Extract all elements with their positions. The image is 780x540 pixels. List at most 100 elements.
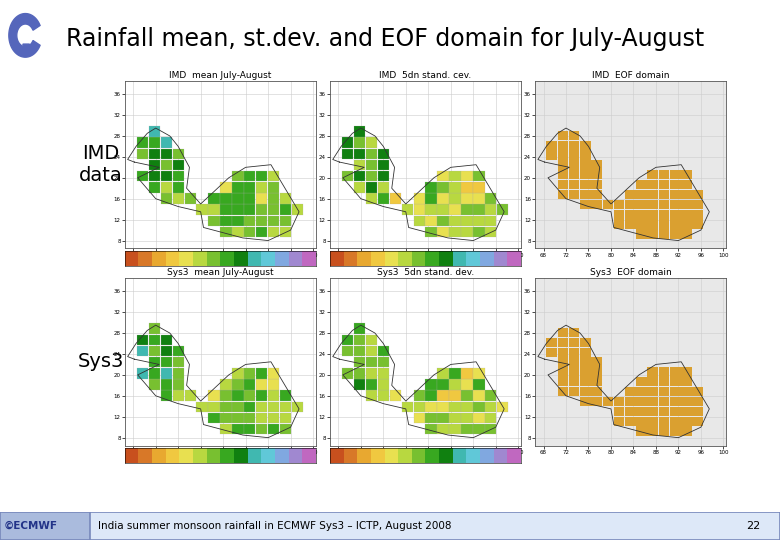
Bar bbox=[647, 387, 658, 396]
Bar bbox=[149, 357, 160, 367]
Bar bbox=[208, 402, 220, 412]
Bar bbox=[280, 424, 291, 434]
Bar bbox=[449, 379, 461, 390]
Bar bbox=[659, 180, 669, 190]
Bar bbox=[268, 413, 279, 423]
Bar bbox=[473, 193, 484, 204]
Bar bbox=[244, 424, 256, 434]
Bar bbox=[221, 182, 232, 193]
Bar bbox=[625, 407, 636, 416]
Bar bbox=[681, 180, 692, 190]
Bar bbox=[185, 193, 196, 204]
Bar bbox=[438, 368, 448, 379]
Bar bbox=[221, 390, 232, 401]
Bar bbox=[558, 367, 568, 376]
Bar bbox=[378, 390, 389, 401]
Bar bbox=[378, 368, 389, 379]
Bar bbox=[426, 215, 437, 226]
Bar bbox=[438, 227, 448, 237]
Bar bbox=[172, 193, 184, 204]
Bar bbox=[558, 190, 568, 199]
Bar bbox=[636, 397, 647, 406]
Bar bbox=[681, 416, 692, 426]
Bar bbox=[172, 148, 184, 159]
Bar bbox=[670, 427, 681, 436]
Bar bbox=[580, 377, 590, 387]
Bar bbox=[569, 377, 580, 387]
Bar bbox=[207, 251, 220, 266]
Bar bbox=[268, 215, 279, 226]
Bar bbox=[172, 368, 184, 379]
Bar bbox=[344, 251, 357, 266]
Bar bbox=[366, 160, 377, 170]
Bar bbox=[681, 387, 692, 396]
Bar bbox=[366, 357, 377, 367]
Bar bbox=[636, 180, 647, 190]
Bar bbox=[149, 379, 160, 390]
Bar bbox=[670, 170, 681, 179]
Bar bbox=[473, 413, 484, 423]
Bar bbox=[426, 448, 439, 463]
Bar bbox=[438, 205, 448, 215]
Bar bbox=[558, 357, 568, 367]
Bar bbox=[580, 140, 590, 150]
Bar bbox=[232, 413, 243, 423]
Bar bbox=[185, 390, 196, 401]
Bar bbox=[244, 193, 256, 204]
Bar bbox=[366, 148, 377, 159]
Bar bbox=[473, 390, 484, 401]
Bar bbox=[366, 335, 377, 345]
Bar bbox=[449, 413, 461, 423]
Bar bbox=[625, 387, 636, 396]
Bar bbox=[280, 390, 291, 401]
Bar bbox=[161, 193, 172, 204]
Bar bbox=[256, 402, 268, 412]
Bar bbox=[647, 190, 658, 199]
Title: Sys3  5dn stand. dev.: Sys3 5dn stand. dev. bbox=[377, 268, 474, 278]
Bar bbox=[580, 367, 590, 376]
Bar bbox=[161, 346, 172, 356]
Bar bbox=[670, 219, 681, 229]
Bar bbox=[136, 368, 148, 379]
Polygon shape bbox=[9, 14, 40, 57]
Bar bbox=[378, 193, 389, 204]
Bar bbox=[580, 160, 590, 170]
Bar bbox=[344, 448, 357, 463]
Bar bbox=[636, 230, 647, 239]
Bar bbox=[580, 170, 590, 179]
Bar bbox=[208, 193, 220, 204]
Bar bbox=[390, 193, 401, 204]
Bar bbox=[647, 416, 658, 426]
Bar bbox=[625, 210, 636, 219]
Bar bbox=[161, 182, 172, 193]
Bar bbox=[438, 379, 448, 390]
Text: Rainfall mean, st.dev. and EOF domain for July-August: Rainfall mean, st.dev. and EOF domain fo… bbox=[66, 28, 704, 51]
Bar bbox=[426, 379, 437, 390]
Bar bbox=[591, 387, 602, 396]
Bar bbox=[193, 251, 207, 266]
Bar bbox=[670, 407, 681, 416]
Bar bbox=[693, 387, 703, 396]
Bar bbox=[558, 348, 568, 357]
Bar bbox=[569, 180, 580, 190]
Bar bbox=[494, 251, 508, 266]
Bar bbox=[244, 390, 256, 401]
Bar bbox=[580, 397, 590, 406]
Bar bbox=[546, 151, 557, 160]
Bar bbox=[399, 448, 412, 463]
Bar bbox=[461, 227, 473, 237]
Bar bbox=[366, 390, 377, 401]
Bar bbox=[378, 346, 389, 356]
Bar bbox=[244, 413, 256, 423]
Bar bbox=[473, 227, 484, 237]
Bar bbox=[402, 205, 413, 215]
Bar bbox=[647, 407, 658, 416]
Bar bbox=[413, 402, 425, 412]
Bar bbox=[693, 397, 703, 406]
Bar bbox=[647, 200, 658, 209]
Bar bbox=[647, 367, 658, 376]
Bar bbox=[354, 379, 365, 390]
Bar bbox=[366, 138, 377, 148]
Bar bbox=[234, 448, 248, 463]
Bar bbox=[647, 427, 658, 436]
